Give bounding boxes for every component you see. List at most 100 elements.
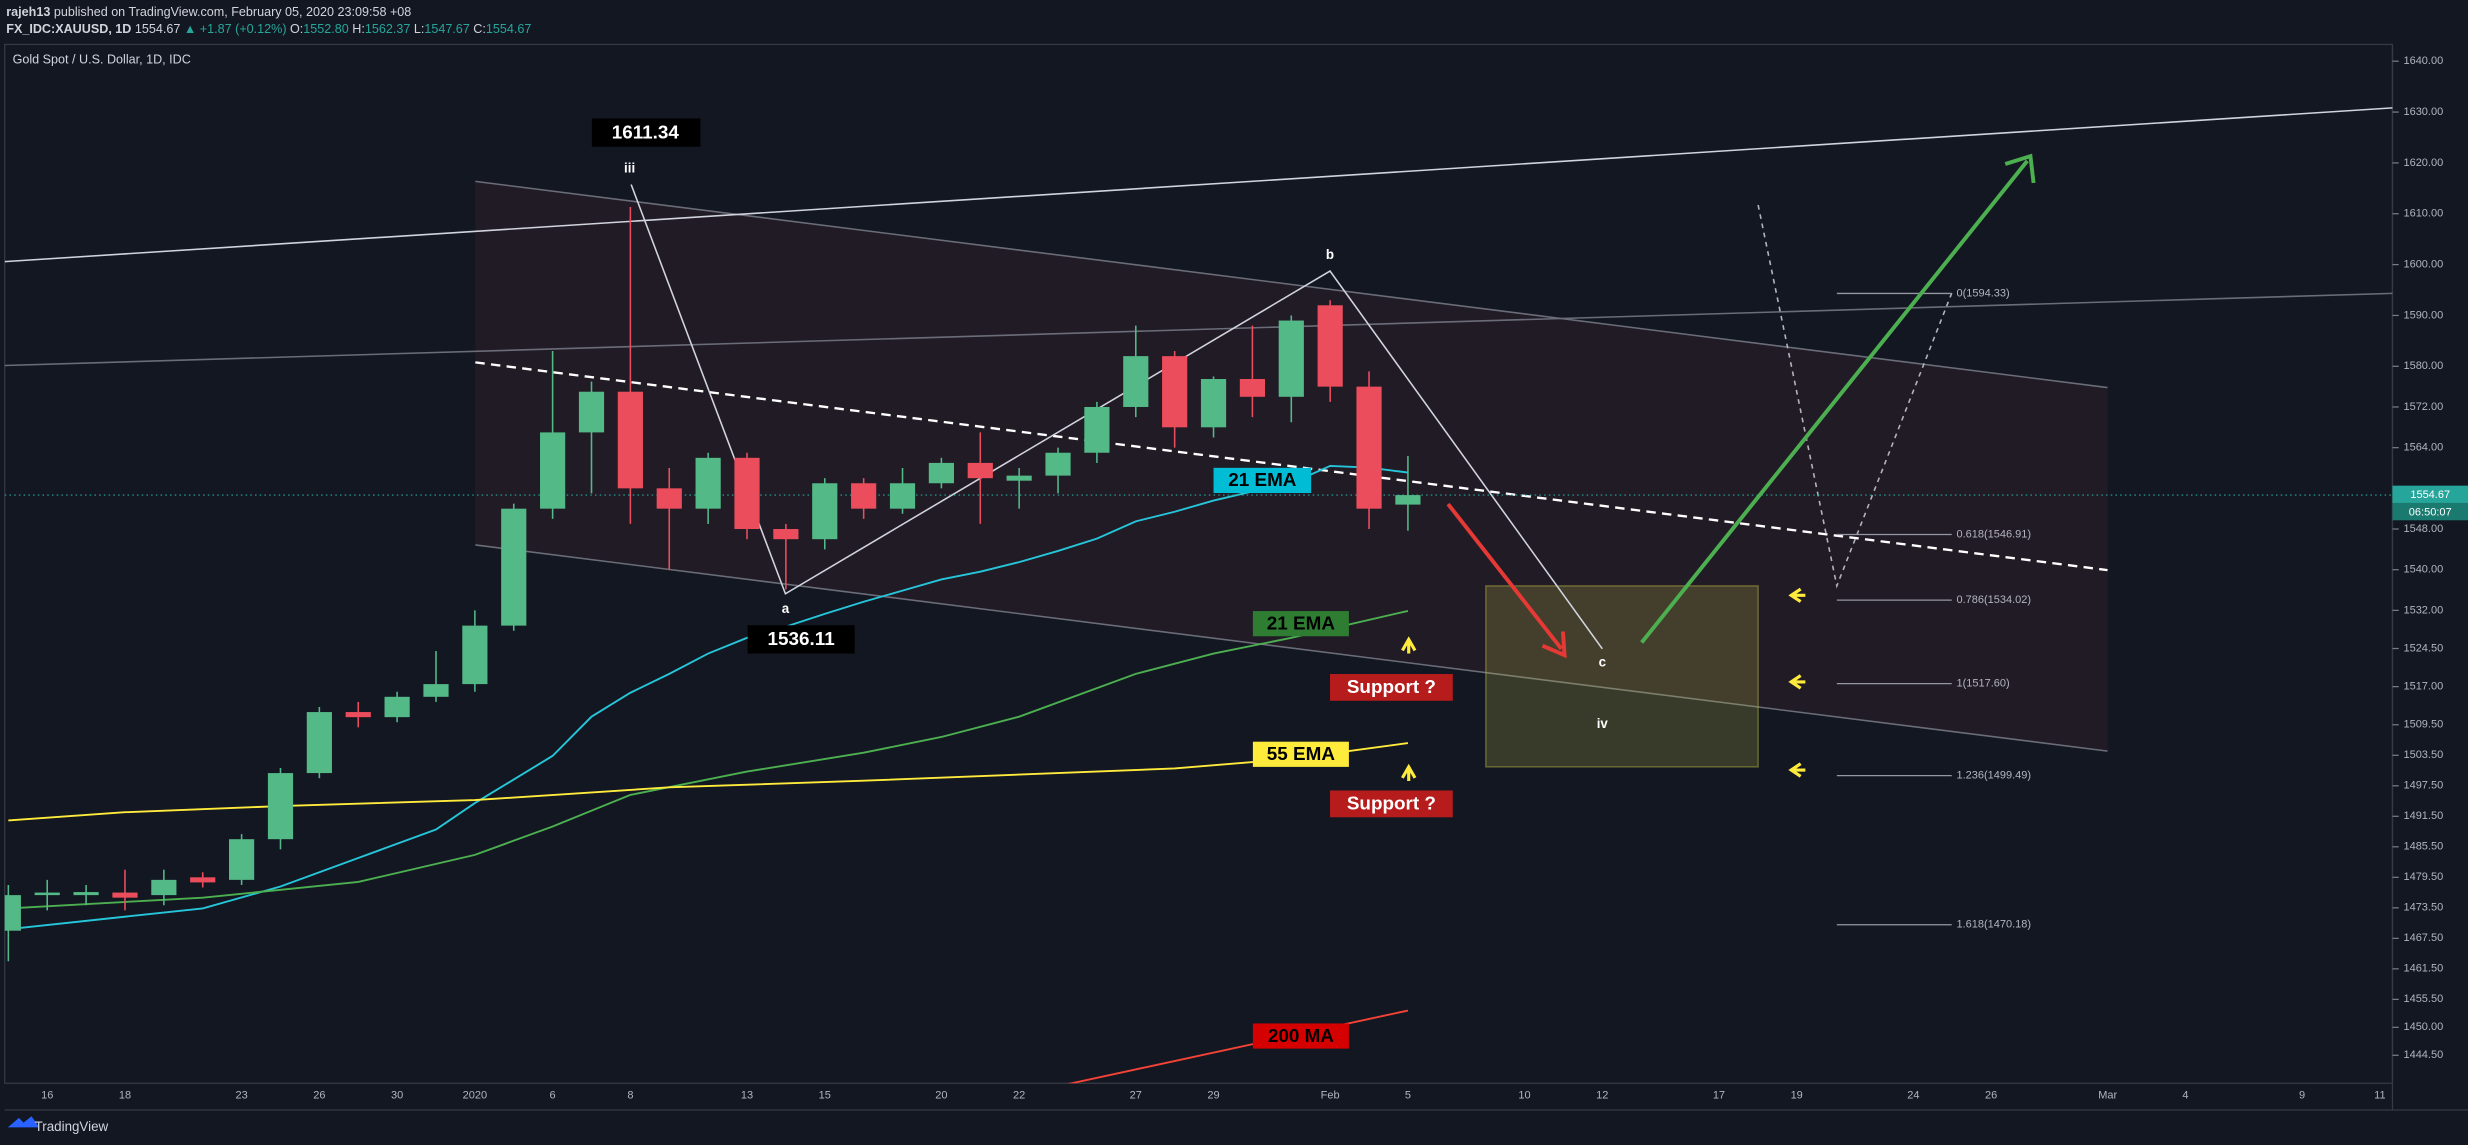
last: 1554.67 bbox=[135, 23, 180, 37]
y-tick-label: 1580.00 bbox=[2403, 360, 2443, 372]
x-tick-label: Feb bbox=[1321, 1090, 1340, 1102]
price-label: 1536.11 bbox=[768, 629, 835, 650]
x-tick-label: 11 bbox=[2374, 1090, 2385, 1102]
candle-body bbox=[1356, 386, 1382, 509]
ohlc-value: 1552.80 bbox=[303, 23, 348, 37]
support-label: Support ? bbox=[1347, 677, 1436, 698]
fib-label: 0.618(1546.91) bbox=[1956, 528, 2031, 540]
trend-line bbox=[4, 107, 2393, 263]
candle-body bbox=[967, 462, 993, 479]
candle-body bbox=[4, 895, 21, 931]
countdown-box bbox=[2392, 502, 2468, 521]
y-tick-label: 1524.50 bbox=[2403, 642, 2443, 654]
candle-body bbox=[229, 839, 255, 880]
y-tick-label: 1640.00 bbox=[2403, 55, 2443, 67]
y-tick-label: 1503.50 bbox=[2403, 749, 2443, 761]
wave-label: c bbox=[1599, 655, 1607, 670]
ohlc-value: 1562.37 bbox=[365, 23, 410, 37]
candle-body bbox=[773, 529, 799, 540]
support-arrow bbox=[1401, 636, 1417, 654]
moving-average bbox=[8, 609, 1409, 910]
candle-body bbox=[1317, 305, 1343, 387]
y-tick-label: 1461.50 bbox=[2403, 963, 2443, 975]
y-tick-label: 1497.50 bbox=[2403, 780, 2443, 792]
candle-body bbox=[734, 457, 760, 530]
candle-body bbox=[540, 432, 566, 509]
candle-body bbox=[1239, 379, 1266, 397]
arrows bbox=[1401, 153, 2036, 782]
x-tick-label: 15 bbox=[819, 1090, 831, 1102]
symbol: FX_IDC:XAUUSD, 1D bbox=[6, 23, 131, 37]
published: published on TradingView.com, February 0… bbox=[54, 5, 411, 19]
x-tick-label: 26 bbox=[313, 1090, 325, 1102]
dashed-trend-line bbox=[475, 361, 2108, 572]
y-tick-label: 1485.50 bbox=[2403, 841, 2443, 853]
quote-line: FX_IDC:XAUUSD, 1D 1554.67 ▲ +1.87 (+0.12… bbox=[6, 23, 531, 37]
channel-top bbox=[475, 180, 2108, 389]
ohlc-key: C: bbox=[473, 23, 486, 37]
candle-body bbox=[267, 773, 294, 840]
candle-body bbox=[695, 457, 721, 509]
support-box bbox=[1330, 674, 1453, 701]
candle-body bbox=[812, 483, 838, 540]
candle-body bbox=[1045, 452, 1071, 476]
ohlc-value: 1547.67 bbox=[424, 23, 469, 37]
x-tick-label: 10 bbox=[1518, 1090, 1530, 1102]
candle-body bbox=[1162, 356, 1188, 428]
wave-label: a bbox=[782, 601, 790, 616]
y-tick-label: 1548.00 bbox=[2403, 523, 2443, 535]
x-tick-label: 9 bbox=[2299, 1090, 2305, 1102]
moving-average bbox=[8, 464, 1409, 931]
ma-label-box bbox=[1252, 611, 1349, 637]
price-label: 1611.34 bbox=[612, 122, 680, 143]
wave-path bbox=[630, 184, 1603, 650]
candle-body bbox=[656, 488, 682, 509]
chart-pane bbox=[4, 43, 2394, 1084]
candle-body bbox=[306, 712, 332, 774]
price-label-box bbox=[591, 118, 701, 147]
y-tick-label: 1610.00 bbox=[2403, 208, 2443, 220]
y-tick-label: 1467.50 bbox=[2403, 932, 2443, 944]
candle-body bbox=[617, 391, 643, 489]
ohlc-value: 1554.67 bbox=[486, 23, 531, 37]
candle-body bbox=[112, 892, 138, 898]
level-arrow bbox=[1788, 762, 1806, 778]
ma-label: 55 EMA bbox=[1267, 744, 1336, 765]
ma-label-box bbox=[1252, 741, 1349, 767]
moving-average bbox=[1067, 1009, 1409, 1084]
ma-label: 21 EMA bbox=[1267, 613, 1336, 634]
x-tick-label: 6 bbox=[550, 1090, 556, 1102]
x-tick-label: 22 bbox=[1013, 1090, 1025, 1102]
publisher: rajeh13 bbox=[6, 5, 50, 19]
fib-label: 1.236(1499.49) bbox=[1956, 770, 2031, 782]
header-line: rajeh13 published on TradingView.com, Fe… bbox=[6, 5, 411, 19]
y-tick-label: 1620.00 bbox=[2403, 157, 2443, 169]
last-price-label: 1554.67 bbox=[2410, 489, 2450, 501]
y-tick-label: 1479.50 bbox=[2403, 871, 2443, 883]
ohlc-key: L: bbox=[414, 23, 425, 37]
x-tick-label: 27 bbox=[1130, 1090, 1142, 1102]
x-tick-label: 13 bbox=[741, 1090, 753, 1102]
x-tick-label: 24 bbox=[1907, 1090, 1919, 1102]
price-label-box bbox=[747, 625, 855, 654]
support-label: Support ? bbox=[1347, 794, 1436, 815]
trend-line bbox=[4, 292, 2393, 367]
fib-label: 1.618(1470.18) bbox=[1956, 919, 2031, 931]
x-tick-label: 26 bbox=[1985, 1090, 1997, 1102]
x-tick-label: 5 bbox=[1405, 1090, 1411, 1102]
y-tick-label: 1473.50 bbox=[2403, 902, 2443, 914]
ohlc-key: O: bbox=[290, 23, 303, 37]
candle-body bbox=[928, 462, 954, 484]
down-arrow bbox=[1446, 502, 1563, 651]
x-tick-label: 16 bbox=[41, 1090, 53, 1102]
y-tick-label: 1444.50 bbox=[2403, 1049, 2443, 1061]
fib-label: 0.786(1534.02) bbox=[1956, 594, 2031, 606]
candle-body bbox=[1123, 356, 1149, 407]
fib-label: 1(1517.60) bbox=[1956, 677, 2009, 689]
channel-bottom bbox=[475, 544, 2108, 752]
x-tick-label: 12 bbox=[1596, 1090, 1608, 1102]
x-tick-label: 17 bbox=[1713, 1090, 1725, 1102]
y-tick-label: 1600.00 bbox=[2403, 259, 2443, 271]
y-tick-label: 1540.00 bbox=[2403, 564, 2443, 576]
ma-label-box bbox=[1252, 1023, 1349, 1049]
